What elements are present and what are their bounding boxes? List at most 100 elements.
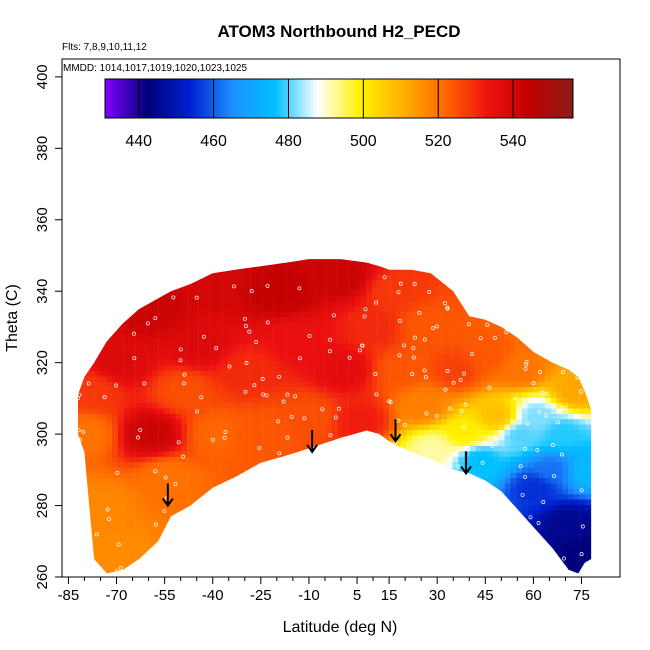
heatmap-cell xyxy=(146,391,153,398)
heatmap-cell xyxy=(527,424,534,430)
heatmap-cell xyxy=(296,375,303,382)
heatmap-cell xyxy=(181,434,188,441)
heatmap-cell xyxy=(429,520,436,527)
heatmap-cell xyxy=(406,397,413,404)
heatmap-cell xyxy=(262,259,269,264)
heatmap-cell xyxy=(400,429,407,436)
heatmap-cell xyxy=(112,316,118,323)
heatmap-cell xyxy=(285,547,292,554)
heatmap-cell xyxy=(140,332,147,339)
heatmap-cell xyxy=(94,322,101,329)
heatmap-cell xyxy=(435,541,442,548)
heatmap-cell xyxy=(198,327,205,334)
heatmap-cell xyxy=(522,253,528,259)
heatmap-cell xyxy=(423,397,430,404)
heatmap-cell xyxy=(458,482,465,489)
heatmap-cell xyxy=(314,253,320,259)
heatmap-cell xyxy=(360,520,367,527)
heatmap-cell xyxy=(112,306,118,313)
heatmap-cell xyxy=(117,418,124,425)
heatmap-cell xyxy=(146,348,153,355)
heatmap-cell xyxy=(164,268,170,275)
heatmap-cell xyxy=(100,279,107,286)
heatmap-cell xyxy=(146,370,153,377)
heatmap-cell xyxy=(210,268,217,275)
heatmap-cell xyxy=(435,300,442,307)
heatmap-cell xyxy=(418,322,424,329)
heatmap-cell xyxy=(337,338,344,345)
heatmap-cell xyxy=(221,279,228,286)
heatmap-cell xyxy=(458,445,465,452)
heatmap-cell xyxy=(308,375,315,382)
heatmap-cell xyxy=(135,332,142,339)
heatmap-cell xyxy=(239,322,245,329)
heatmap-cell xyxy=(394,332,401,339)
heatmap-cell xyxy=(429,488,436,495)
heatmap-cell xyxy=(181,531,188,538)
heatmap-cell xyxy=(112,332,118,339)
heatmap-cell xyxy=(314,365,321,371)
heatmap-cell xyxy=(215,322,222,329)
heatmap-cell xyxy=(117,477,124,484)
heatmap-cell xyxy=(227,557,234,564)
heatmap-cell xyxy=(285,563,292,570)
heatmap-cell xyxy=(539,407,546,414)
heatmap-cell xyxy=(83,407,90,414)
heatmap-cell xyxy=(394,268,401,275)
heatmap-cell xyxy=(383,531,390,538)
heatmap-cell xyxy=(377,295,384,302)
heatmap-cell xyxy=(516,273,523,280)
heatmap-cell xyxy=(215,263,222,270)
heatmap-cell xyxy=(510,450,517,457)
heatmap-cell xyxy=(94,429,101,436)
heatmap-cell xyxy=(250,477,257,484)
heatmap-cell xyxy=(325,531,332,538)
heatmap-cell xyxy=(429,504,436,511)
heatmap-cell xyxy=(256,531,263,538)
heatmap-cell xyxy=(106,557,113,564)
heatmap-cell xyxy=(78,563,84,570)
heatmap-cell xyxy=(198,525,205,532)
heatmap-cell xyxy=(389,504,396,511)
heatmap-cell xyxy=(464,450,471,457)
heatmap-cell xyxy=(521,311,528,318)
heatmap-cell xyxy=(539,397,546,404)
heatmap-cell xyxy=(83,445,90,452)
heatmap-cell xyxy=(406,295,413,302)
heatmap-cell xyxy=(233,316,240,323)
heatmap-cell xyxy=(94,273,101,280)
heatmap-cell xyxy=(123,343,130,350)
heatmap-cell xyxy=(469,397,476,404)
heatmap-cell xyxy=(146,429,153,436)
heatmap-cell xyxy=(215,290,222,296)
heatmap-cell xyxy=(533,365,540,371)
heatmap-cell xyxy=(337,413,344,420)
heatmap-cell xyxy=(498,290,505,296)
heatmap-cell xyxy=(349,253,355,259)
heatmap-cell xyxy=(158,354,165,361)
heatmap-cell xyxy=(377,338,384,345)
heatmap-cell xyxy=(527,477,534,484)
heatmap-cell xyxy=(118,253,124,259)
heatmap-cell xyxy=(533,391,540,398)
heatmap-cell xyxy=(458,316,465,323)
heatmap-cell xyxy=(475,370,482,377)
heatmap-cell xyxy=(72,558,78,564)
heatmap-cell xyxy=(267,391,274,398)
heatmap-cell xyxy=(106,515,113,522)
heatmap-cell xyxy=(164,531,170,538)
heatmap-cell xyxy=(527,402,534,409)
heatmap-cell xyxy=(446,268,453,275)
heatmap-cell xyxy=(481,418,488,425)
heatmap-cell xyxy=(308,504,315,511)
heatmap-cell xyxy=(262,338,269,345)
heatmap-cell xyxy=(383,493,390,500)
heatmap-cell xyxy=(475,316,482,323)
heatmap-cell xyxy=(106,402,113,409)
heatmap-cell xyxy=(406,284,413,291)
heatmap-cell xyxy=(441,375,448,382)
heatmap-cell xyxy=(521,332,528,339)
heatmap-cell xyxy=(250,509,257,516)
heatmap-cell xyxy=(516,445,523,452)
heatmap-cell xyxy=(169,311,176,318)
